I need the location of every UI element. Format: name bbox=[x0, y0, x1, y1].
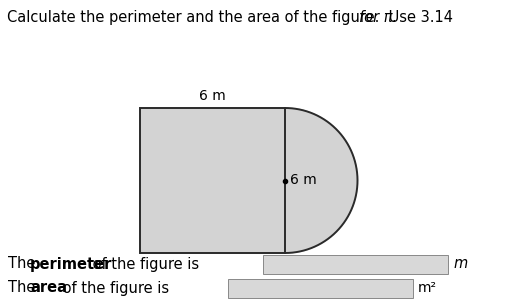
Text: area: area bbox=[30, 281, 67, 296]
Bar bbox=[228, 278, 413, 297]
Text: m: m bbox=[453, 256, 467, 272]
Polygon shape bbox=[285, 108, 358, 253]
Text: m²: m² bbox=[418, 281, 437, 295]
Text: for π.: for π. bbox=[359, 10, 397, 25]
Bar bbox=[263, 255, 448, 274]
Text: 6 m: 6 m bbox=[290, 173, 317, 188]
Text: perimeter: perimeter bbox=[30, 256, 113, 272]
Text: Calculate the perimeter and the area of the figure.  Use 3.14: Calculate the perimeter and the area of … bbox=[7, 10, 457, 25]
Bar bbox=[140, 108, 285, 253]
Text: 6 m: 6 m bbox=[199, 89, 226, 103]
Text: The: The bbox=[8, 281, 40, 296]
Text: of the figure is: of the figure is bbox=[58, 281, 169, 296]
Text: The: The bbox=[8, 256, 40, 272]
Text: of the figure is: of the figure is bbox=[88, 256, 199, 272]
